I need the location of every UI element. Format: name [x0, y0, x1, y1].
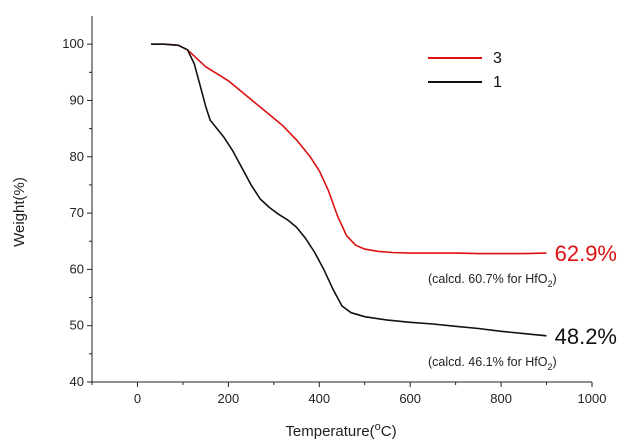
annotations: 62.9%(calcd. 60.7% for HfO2)48.2%(calcd.… [428, 241, 617, 372]
legend-label-1: 1 [493, 74, 502, 91]
x-tick-label: 800 [490, 391, 512, 406]
calc-note-3: (calcd. 60.7% for HfO2) [428, 272, 557, 289]
x-tick-label: 400 [308, 391, 330, 406]
y-tick-label: 60 [70, 261, 84, 276]
legend-label-3: 3 [493, 50, 502, 67]
calc-note-sub: 2 [548, 279, 553, 289]
y-axis-title: Weight(%) [11, 177, 28, 247]
y-tick-label: 40 [70, 374, 84, 389]
y-tick-label: 90 [70, 92, 84, 107]
y-tick-label: 50 [70, 318, 84, 333]
y-tick-label: 70 [70, 205, 84, 220]
y-tick-label: 80 [70, 149, 84, 164]
x-tick-label: 0 [134, 391, 141, 406]
calc-note-close: ) [553, 272, 557, 286]
x-tick-label: 1000 [578, 391, 607, 406]
calc-note-close: ) [553, 355, 557, 369]
axes [91, 16, 592, 383]
series-line-3 [151, 43, 547, 255]
series-line-1 [151, 43, 547, 337]
calc-note-text: (calcd. 46.1% for HfO [428, 355, 548, 369]
x-unit-close: C) [381, 423, 397, 440]
x-tick-label: 200 [218, 391, 240, 406]
x-unit-degree: o [375, 421, 381, 433]
x-tick-label: 600 [399, 391, 421, 406]
calc-note-sub: 2 [548, 362, 553, 372]
calc-note-text: (calcd. 60.7% for HfO [428, 272, 548, 286]
calc-note-1: (calcd. 46.1% for HfO2) [428, 355, 557, 372]
final-value-1: 48.2% [555, 324, 617, 349]
ticks: 0 200 400 600 800 1000 40 50 60 70 80 90 100 [62, 36, 606, 406]
x-axis-title: Temperature(oC) [285, 421, 396, 440]
legend: 31 [428, 50, 502, 91]
series-lines [151, 43, 547, 337]
x-unit-open: ( [370, 423, 375, 440]
y-tick-label: 100 [62, 36, 84, 51]
final-value-3: 62.9% [555, 241, 617, 266]
